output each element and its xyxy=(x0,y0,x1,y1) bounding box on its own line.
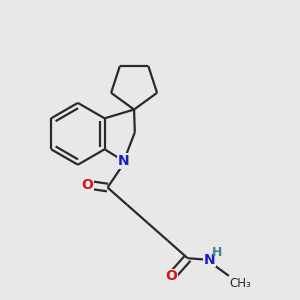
Text: O: O xyxy=(82,178,94,192)
Text: O: O xyxy=(166,269,177,284)
Text: CH₃: CH₃ xyxy=(230,277,251,290)
Text: N: N xyxy=(118,154,130,168)
Text: H: H xyxy=(212,246,222,259)
Text: N: N xyxy=(204,253,216,267)
